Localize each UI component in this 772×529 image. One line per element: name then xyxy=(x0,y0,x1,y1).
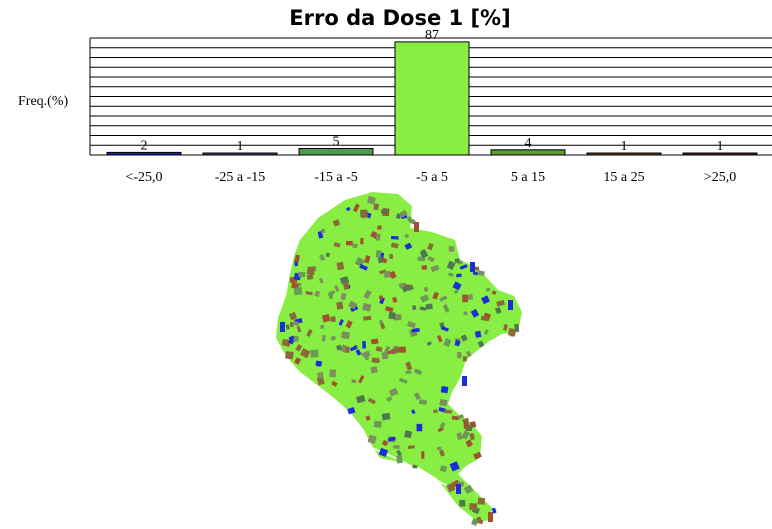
edge-speck xyxy=(508,300,513,310)
error-speck xyxy=(399,346,406,352)
error-speck xyxy=(371,357,378,363)
error-speck xyxy=(457,352,461,358)
error-speck xyxy=(381,210,388,214)
error-speck xyxy=(310,350,318,358)
error-speck xyxy=(330,316,335,322)
error-speck xyxy=(336,302,343,310)
error-speck xyxy=(439,399,447,406)
error-speck xyxy=(462,294,468,302)
error-speck xyxy=(322,335,326,341)
error-speck xyxy=(456,273,462,277)
error-speck xyxy=(321,229,325,233)
error-speck xyxy=(437,447,441,450)
error-speck xyxy=(376,234,381,241)
error-speck xyxy=(360,210,368,218)
error-speck xyxy=(407,216,412,221)
error-speck xyxy=(475,331,481,338)
error-speck xyxy=(377,226,381,230)
error-speck xyxy=(388,312,395,320)
error-speck xyxy=(298,272,305,277)
error-speck xyxy=(469,503,477,510)
error-speck xyxy=(362,352,370,356)
error-speck xyxy=(329,291,333,299)
error-speck xyxy=(317,372,324,379)
edge-speck xyxy=(462,376,467,386)
error-speck xyxy=(412,305,416,310)
error-speck xyxy=(351,379,356,383)
edge-speck xyxy=(488,512,493,522)
error-speck xyxy=(343,281,349,289)
error-speck xyxy=(352,243,357,248)
error-speck xyxy=(416,424,422,431)
error-speck xyxy=(329,369,336,377)
error-speck xyxy=(285,351,293,359)
error-speck xyxy=(320,325,324,329)
error-speck xyxy=(389,254,393,259)
error-speck xyxy=(345,347,349,353)
error-speck xyxy=(346,241,353,246)
error-speck xyxy=(393,445,400,449)
error-speck xyxy=(371,338,379,344)
error-speck xyxy=(478,498,486,505)
error-speck xyxy=(378,257,383,263)
error-speck xyxy=(422,265,428,270)
error-speck xyxy=(426,304,433,310)
error-speck xyxy=(370,366,378,373)
error-speck xyxy=(441,386,449,393)
error-speck xyxy=(384,271,391,278)
error-speck xyxy=(294,287,303,296)
error-speck xyxy=(464,421,469,429)
error-speck xyxy=(376,250,381,257)
edge-speck xyxy=(280,322,285,332)
error-speck xyxy=(463,356,467,361)
error-speck xyxy=(452,416,459,420)
error-speck xyxy=(474,267,479,271)
error-speck xyxy=(382,413,391,421)
error-speck xyxy=(307,266,316,275)
error-speck xyxy=(379,296,383,300)
error-speck xyxy=(449,246,455,252)
edge-speck xyxy=(470,262,475,272)
error-speck xyxy=(459,500,465,507)
error-speck xyxy=(336,262,344,270)
error-speck xyxy=(463,311,467,315)
error-speck xyxy=(360,238,363,244)
error-speck xyxy=(444,410,452,414)
error-speck xyxy=(374,421,382,428)
error-speck xyxy=(362,341,366,348)
error-speck xyxy=(396,455,403,463)
error-speck xyxy=(391,236,399,240)
error-speck xyxy=(381,352,388,360)
edge-speck xyxy=(456,484,461,494)
error-speck xyxy=(454,258,460,263)
error-speck xyxy=(374,203,379,210)
error-speck xyxy=(315,361,322,367)
error-speck xyxy=(510,330,514,336)
error-speck xyxy=(282,339,288,346)
edge-speck xyxy=(414,222,419,232)
error-speck xyxy=(341,331,350,339)
error-speck xyxy=(421,451,424,459)
